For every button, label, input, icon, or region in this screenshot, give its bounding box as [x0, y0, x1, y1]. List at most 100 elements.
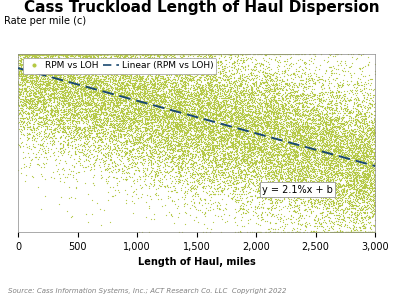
Point [144, 137, 151, 141]
Point [40, 74, 46, 79]
Point [124, 51, 131, 56]
Point [33, 118, 40, 122]
Point [162, 51, 169, 56]
Point [284, 172, 290, 177]
Point [43, 51, 49, 56]
Point [365, 176, 371, 181]
Point [351, 175, 357, 180]
Point [251, 146, 258, 151]
Point [31, 137, 37, 142]
Point [355, 141, 362, 145]
Point [303, 131, 310, 136]
Point [57, 95, 64, 100]
Point [105, 130, 111, 135]
Point [145, 102, 152, 106]
Point [295, 111, 302, 116]
Point [316, 116, 323, 121]
Point [82, 113, 88, 118]
Point [80, 58, 86, 63]
Point [203, 127, 209, 132]
Point [228, 113, 234, 118]
Point [277, 124, 284, 128]
Point [321, 120, 327, 125]
Point [271, 147, 278, 152]
Point [48, 52, 55, 56]
Point [25, 51, 31, 56]
Point [190, 186, 196, 191]
Point [231, 122, 237, 127]
Point [72, 125, 79, 129]
Point [43, 121, 49, 125]
Point [97, 51, 103, 56]
Point [333, 187, 339, 191]
Point [366, 196, 373, 201]
Point [40, 95, 46, 100]
Point [117, 96, 123, 101]
Point [104, 105, 111, 110]
Point [364, 107, 371, 112]
Point [65, 118, 72, 123]
Point [169, 106, 176, 110]
Point [152, 137, 159, 142]
Point [339, 162, 345, 167]
Point [263, 74, 270, 78]
Point [32, 116, 38, 120]
Point [349, 191, 356, 196]
Point [195, 51, 202, 56]
Point [213, 154, 219, 158]
Point [101, 62, 107, 67]
Point [286, 191, 292, 195]
Point [192, 159, 199, 164]
Point [150, 86, 156, 91]
Point [261, 166, 267, 171]
Point [89, 116, 95, 121]
Point [178, 122, 184, 127]
Point [369, 92, 376, 97]
Point [364, 134, 370, 138]
Point [350, 230, 356, 234]
Point [363, 97, 370, 101]
Point [360, 134, 366, 138]
Point [32, 66, 39, 70]
Point [352, 230, 358, 234]
Point [260, 91, 266, 95]
Point [300, 189, 306, 194]
Point [299, 170, 305, 175]
Point [204, 168, 211, 173]
Point [98, 130, 105, 134]
Point [260, 164, 267, 168]
Point [98, 151, 105, 155]
Point [322, 155, 329, 160]
Point [314, 139, 321, 144]
Point [22, 99, 28, 103]
Point [227, 117, 234, 122]
Point [251, 143, 258, 148]
Point [17, 51, 23, 56]
Point [33, 51, 40, 56]
Point [130, 120, 137, 124]
Point [177, 51, 183, 56]
Point [236, 130, 242, 135]
Point [260, 146, 267, 151]
Point [307, 97, 314, 102]
Point [205, 68, 212, 72]
Point [158, 144, 164, 149]
Point [371, 142, 377, 147]
Point [38, 172, 44, 177]
Point [160, 138, 167, 143]
Point [118, 61, 125, 66]
Point [263, 150, 269, 155]
Point [78, 70, 84, 75]
Point [162, 99, 168, 103]
Point [259, 157, 265, 162]
Point [213, 118, 219, 123]
Point [275, 148, 281, 153]
Point [61, 64, 67, 69]
Point [218, 151, 225, 156]
Point [294, 180, 301, 185]
Point [151, 132, 157, 137]
Point [57, 112, 63, 117]
Point [157, 121, 164, 126]
Point [221, 91, 228, 96]
Point [122, 53, 129, 57]
